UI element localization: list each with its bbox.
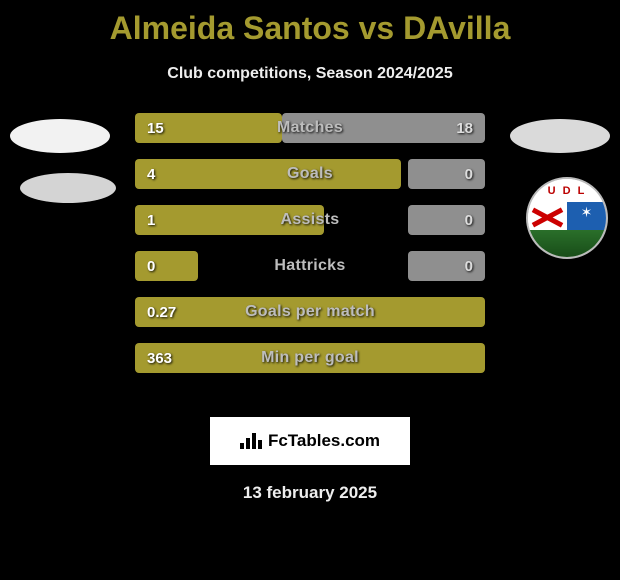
player-left-oval-2 <box>20 173 116 203</box>
stat-bars: 1518Matches 40Goals 10Assists 00Hattricks 0.… <box>135 113 485 389</box>
page-title: Almeida Santos vs DAvilla <box>0 0 620 47</box>
stat-label: Assists <box>135 205 485 235</box>
date-text: 13 february 2025 <box>0 483 620 503</box>
crest-letters: U D L <box>528 179 606 202</box>
crest-middle <box>528 202 606 230</box>
stat-label: Goals per match <box>135 297 485 327</box>
stat-row: 10Assists <box>135 205 485 235</box>
bars-icon <box>240 433 262 449</box>
stat-row: 00Hattricks <box>135 251 485 281</box>
player-left-oval-1 <box>10 119 110 153</box>
brand-text: FcTables.com <box>268 431 380 451</box>
stat-label: Matches <box>135 113 485 143</box>
stat-row: 1518Matches <box>135 113 485 143</box>
crest-bottom <box>528 230 606 257</box>
stat-row: 363Min per goal <box>135 343 485 373</box>
player-right-oval <box>510 119 610 153</box>
stat-row: 40Goals <box>135 159 485 189</box>
subtitle: Club competitions, Season 2024/2025 <box>0 65 620 83</box>
stat-label: Hattricks <box>135 251 485 281</box>
stat-row: 0.27Goals per match <box>135 297 485 327</box>
stat-label: Goals <box>135 159 485 189</box>
stat-label: Min per goal <box>135 343 485 373</box>
comparison-arena: U D L 1518Matches 40Goals 10Assists 00Hattr… <box>0 113 620 403</box>
club-crest: U D L <box>526 177 608 259</box>
brand-chip[interactable]: FcTables.com <box>210 417 410 465</box>
